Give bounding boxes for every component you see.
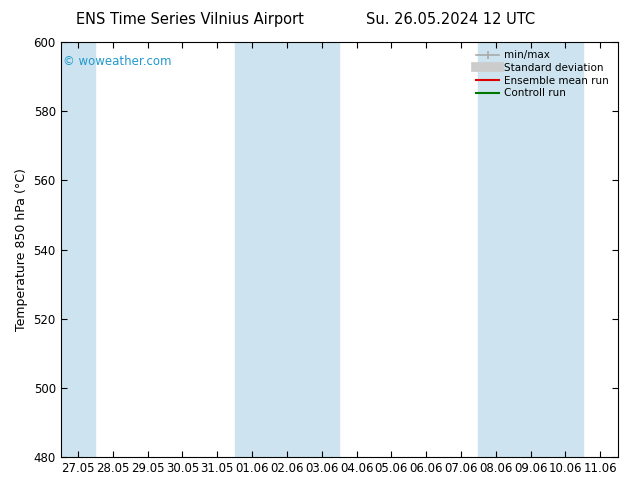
Bar (235, 42, 339, 457)
Legend: min/max, Standard deviation, Ensemble mean run, Controll run: min/max, Standard deviation, Ensemble me… (473, 47, 612, 101)
Y-axis label: Temperature 850 hPa (°C): Temperature 850 hPa (°C) (15, 168, 28, 331)
Text: ENS Time Series Vilnius Airport: ENS Time Series Vilnius Airport (76, 12, 304, 27)
Bar (61, 42, 96, 457)
Text: Su. 26.05.2024 12 UTC: Su. 26.05.2024 12 UTC (366, 12, 534, 27)
Bar (478, 42, 583, 457)
Text: © woweather.com: © woweather.com (63, 54, 172, 68)
